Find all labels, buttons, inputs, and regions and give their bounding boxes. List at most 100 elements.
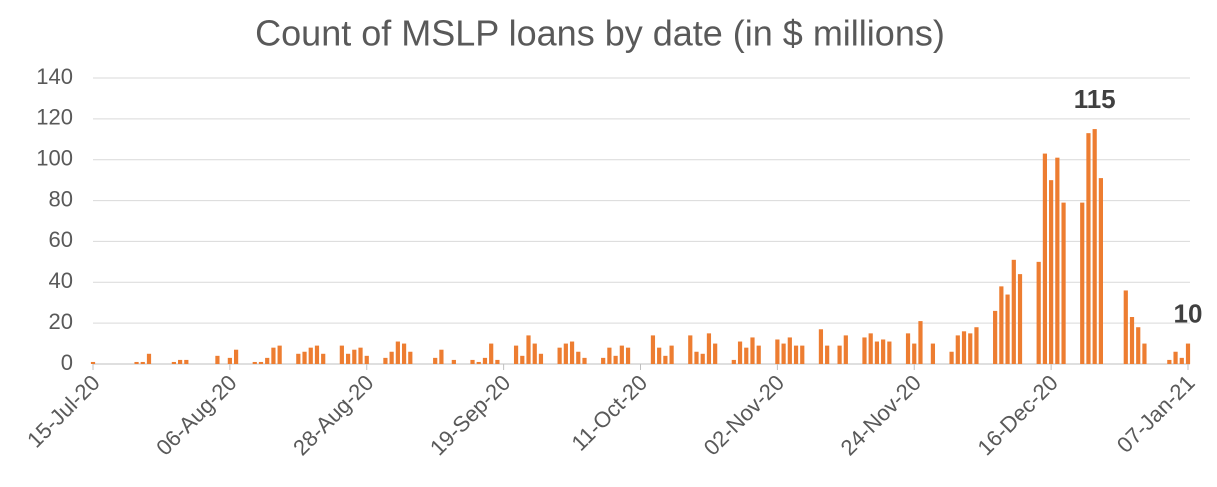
y-tick-label: 100: [36, 146, 73, 171]
bar: [520, 355, 525, 364]
bar: [787, 337, 792, 364]
bar: [134, 361, 139, 364]
bar: [999, 286, 1004, 364]
bar: [1017, 274, 1023, 364]
bar: [576, 351, 581, 364]
bar: [345, 353, 351, 364]
bar: [974, 327, 979, 364]
bar: [737, 341, 743, 364]
bar: [557, 347, 562, 364]
bar: [233, 349, 239, 364]
x-tick-label: 07-Jan-21: [1112, 370, 1200, 458]
y-tick-label: 140: [36, 64, 73, 89]
bar: [1185, 343, 1191, 364]
bar: [90, 361, 96, 364]
bar: [352, 349, 357, 364]
bar: [881, 339, 886, 364]
bar: [277, 345, 282, 364]
bar: [607, 347, 612, 364]
bar: [625, 347, 631, 364]
bar: [1142, 343, 1147, 364]
x-tick-label: 16-Dec-20: [972, 370, 1062, 460]
bar: [613, 355, 618, 364]
bar: [476, 361, 481, 364]
bar: [601, 357, 606, 364]
bar: [968, 333, 973, 364]
bar: [1129, 317, 1135, 364]
bar: [1173, 351, 1178, 364]
bar: [140, 361, 145, 364]
bar: [358, 347, 363, 364]
bar: [1049, 180, 1054, 364]
bar: [569, 341, 575, 364]
bar: [364, 355, 369, 364]
x-tick-label: 28-Aug-20: [288, 370, 378, 460]
bar: [339, 345, 344, 364]
bar: [843, 335, 848, 364]
bar: [1042, 153, 1048, 364]
y-tick-label: 120: [36, 105, 73, 130]
bar: [258, 361, 264, 364]
x-tick-label: 11-Oct-20: [566, 370, 652, 456]
bar: [401, 343, 407, 364]
data-label: 10: [1174, 298, 1203, 328]
bar: [227, 357, 232, 364]
bar: [1086, 133, 1091, 364]
x-tick-label: 24-Nov-20: [836, 370, 926, 460]
y-tick-label: 40: [49, 268, 73, 293]
bar: [905, 333, 911, 364]
bar: [495, 359, 500, 364]
bar: [252, 361, 257, 364]
bar: [949, 351, 954, 364]
bar: [489, 343, 494, 364]
bar: [1179, 357, 1184, 364]
bar: [669, 345, 674, 364]
bar: [862, 337, 867, 364]
bar: [750, 337, 755, 364]
bar: [513, 345, 519, 364]
bar: [470, 359, 475, 364]
bar: [993, 310, 998, 364]
bar: [874, 341, 880, 364]
bar: [171, 361, 176, 364]
bar: [955, 335, 960, 364]
bar: [408, 351, 413, 364]
bar: [482, 357, 488, 364]
bar: [582, 357, 587, 364]
bar: [532, 343, 537, 364]
bar: [781, 343, 786, 364]
bar: [650, 335, 656, 364]
bar: [744, 347, 749, 364]
bar: [1123, 290, 1128, 364]
bar: [868, 333, 873, 364]
bar: [731, 359, 736, 364]
bar: [700, 353, 705, 364]
bar: [563, 343, 568, 364]
bar: [961, 331, 967, 364]
bar: [383, 357, 388, 364]
x-tick-label: 02-Nov-20: [699, 370, 789, 460]
x-tick-label: 06-Aug-20: [151, 370, 241, 460]
bar: [439, 349, 444, 364]
bar: [706, 333, 712, 364]
y-tick-label: 60: [49, 227, 73, 252]
bar: [538, 353, 544, 364]
bar: [619, 345, 624, 364]
bar: [756, 345, 761, 364]
bar: [837, 345, 842, 364]
bar: [302, 351, 307, 364]
bar: [296, 353, 301, 364]
bar: [713, 343, 718, 364]
y-tick-label: 0: [61, 350, 73, 375]
bar: [395, 341, 400, 364]
x-tick-label: 19-Sep-20: [425, 370, 515, 460]
bar: [818, 329, 824, 364]
bar: [800, 345, 805, 364]
bar: [146, 353, 152, 364]
bar: [271, 347, 276, 364]
bar: [308, 347, 313, 364]
bar: [314, 345, 320, 364]
bar: [1005, 294, 1010, 364]
bar: [1167, 359, 1172, 364]
